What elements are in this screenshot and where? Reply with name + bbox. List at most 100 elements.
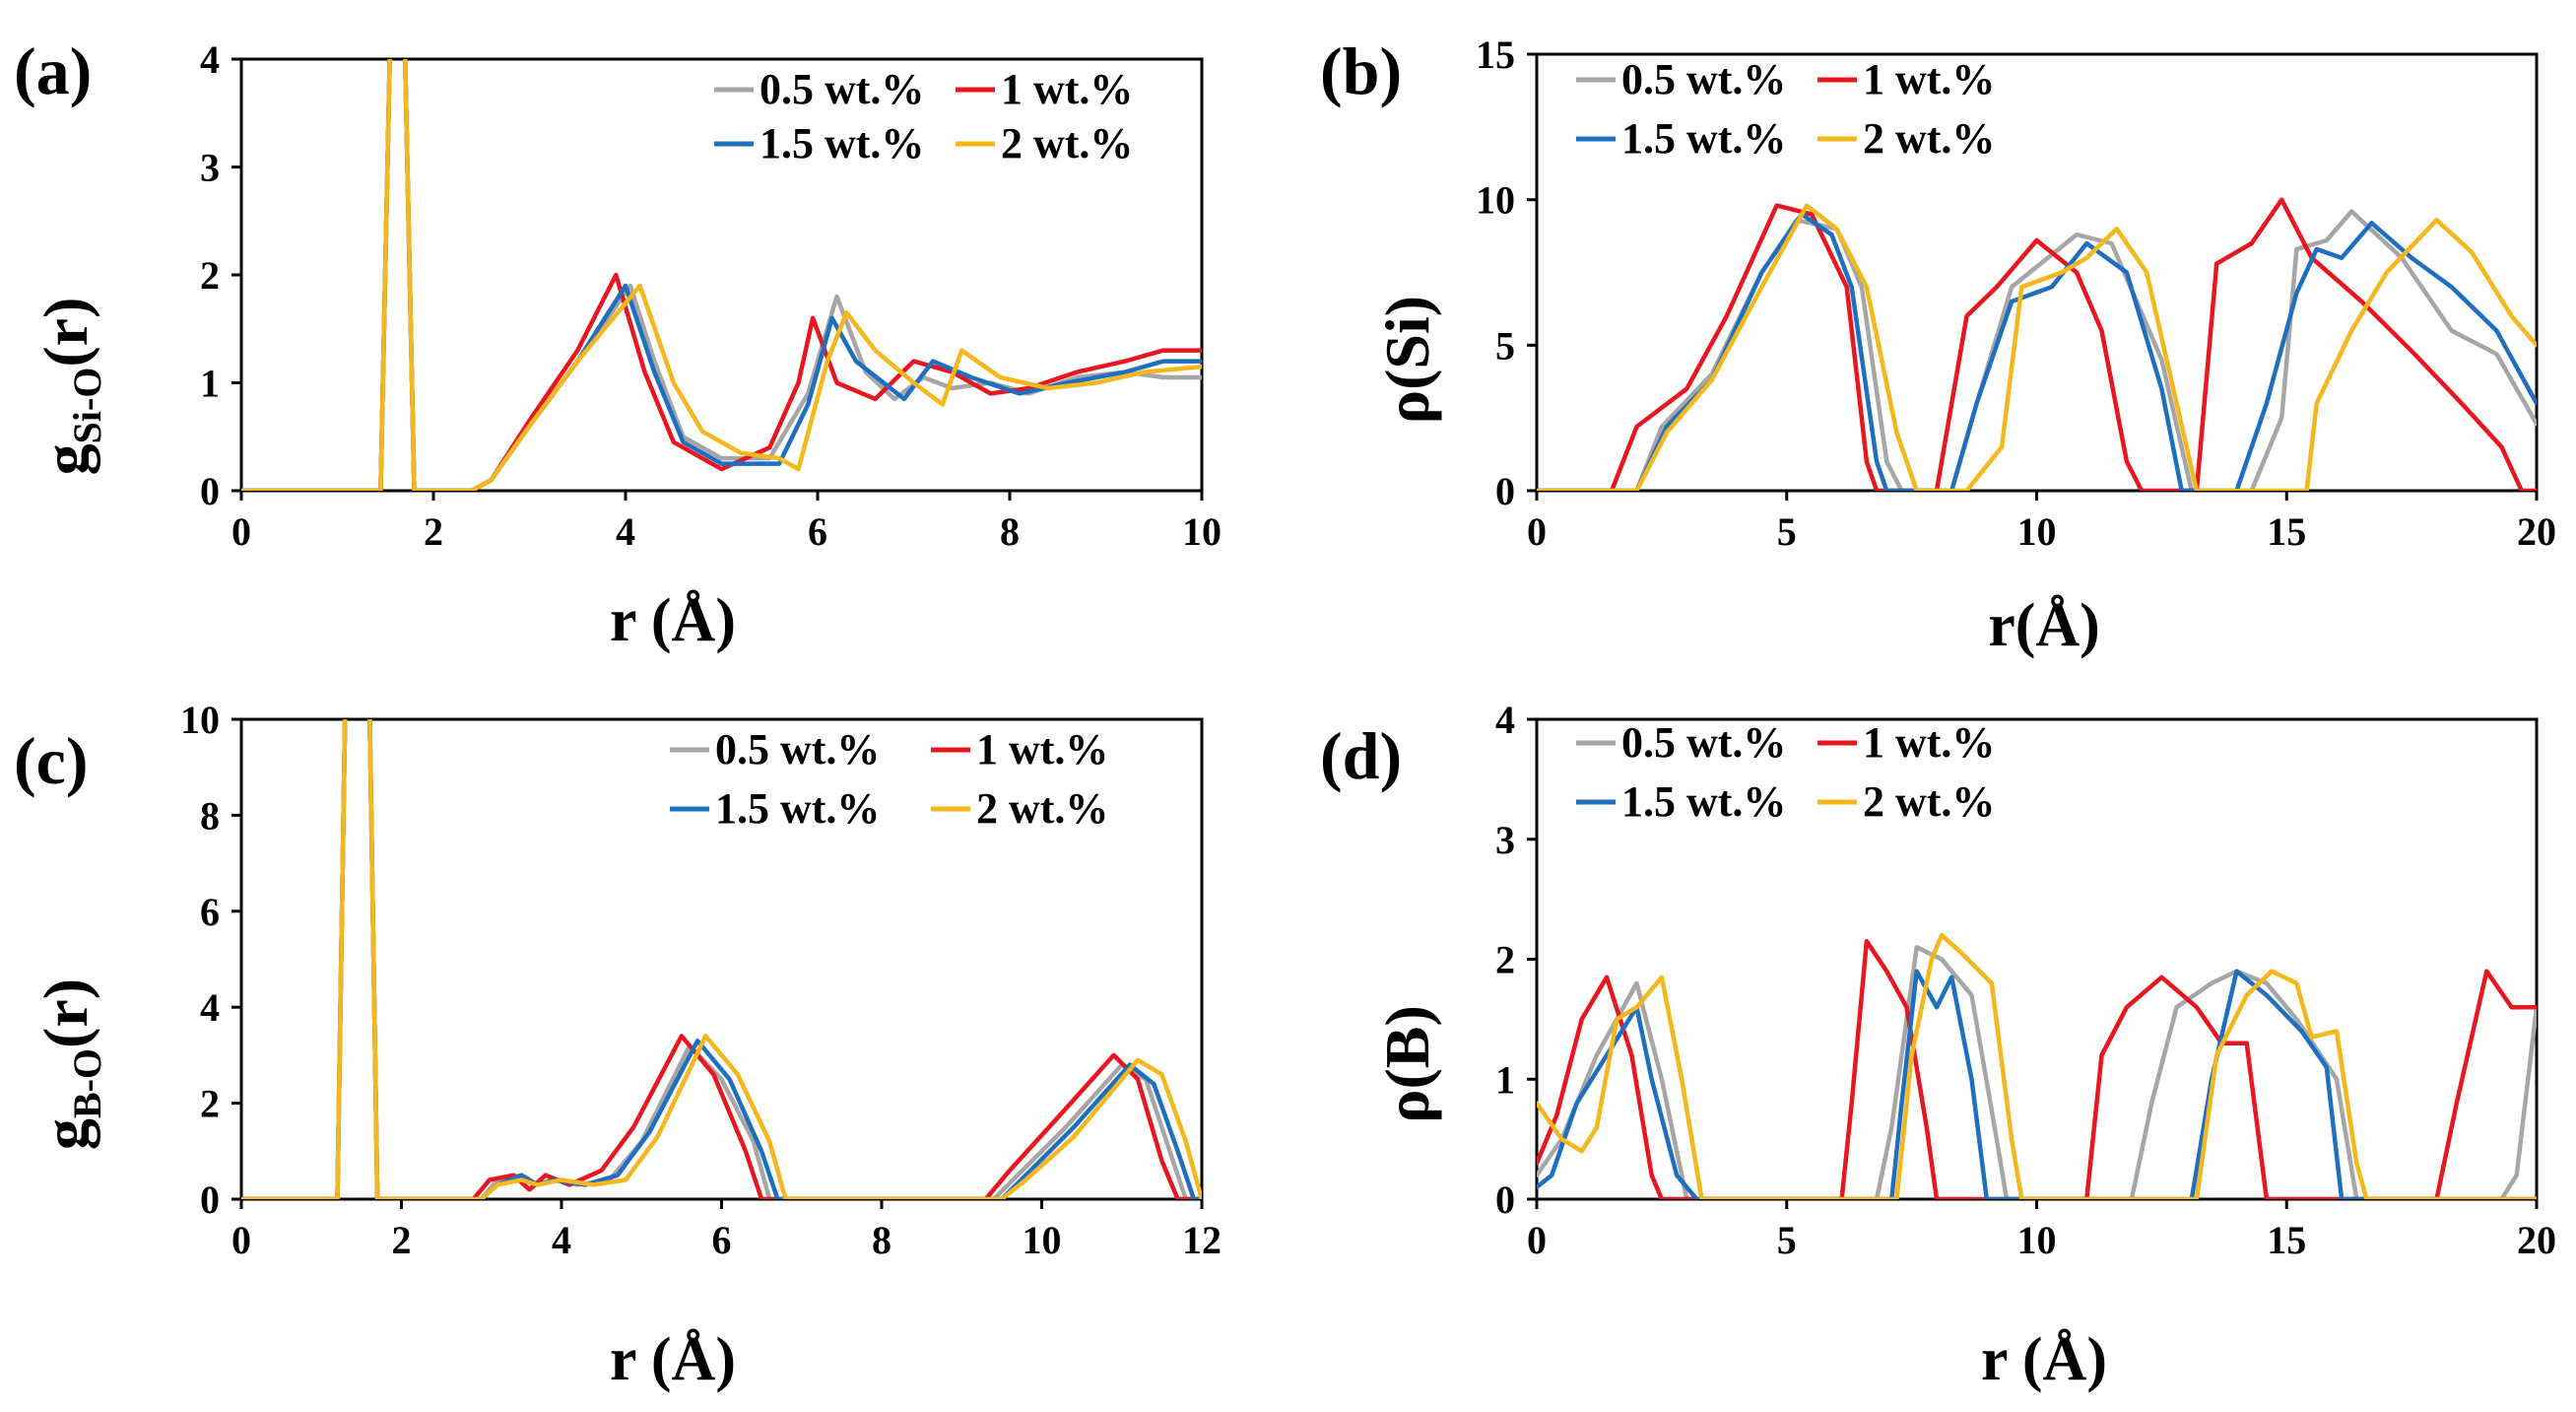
panel-a-plot-area: 0 2 4 6 8 10 0 1 2 3 4 0.5 wt.% 1 wt.% 1.5 wt.% 2 wt.% (200, 37, 1222, 554)
y-tick-label: 0 (1495, 469, 1515, 513)
panel-b-ylabel: ρ(Si) (1372, 296, 1442, 424)
legend-label: 2 wt.% (1863, 777, 1995, 826)
x-tick-label: 2 (392, 1218, 412, 1262)
panel-c-series-group (241, 719, 1202, 1199)
y-tick-label: 2 (200, 253, 220, 298)
y-tick-label: 4 (1495, 698, 1515, 742)
legend-label: 2 wt.% (1001, 119, 1133, 168)
panel-a-ylabel-tail: (r) (31, 298, 100, 368)
panel-d: 0 5 10 15 20 0 1 2 3 4 0.5 wt.% 1 wt.% 1.5 wt.% 2 wt.… (1320, 698, 2556, 1393)
panel-d-series-group (1537, 932, 2537, 1199)
panel-c-ylabel-main: g (31, 1118, 100, 1150)
panel-a-xlabel: r (Å) (610, 587, 736, 654)
series-line-1-wt (1537, 197, 2537, 491)
y-tick-label: 6 (200, 890, 220, 934)
panel-c-plot-area: 0 2 4 6 8 10 12 0 2 4 6 8 10 0.5 wt.% 1 wt.% 1.5 wt.% 2 … (180, 698, 1222, 1262)
panel-d-plot-area: 0 5 10 15 20 0 1 2 3 4 0.5 wt.% 1 wt.% 1.5 wt.% 2 wt.… (1495, 698, 2556, 1262)
y-tick-label: 4 (200, 37, 220, 82)
x-tick-label: 0 (231, 509, 251, 554)
legend-label: 0.5 wt.% (1621, 718, 1786, 767)
x-tick-label: 8 (1000, 509, 1020, 554)
y-tick-label: 0 (200, 1177, 220, 1222)
x-tick-label: 10 (1023, 1218, 1062, 1262)
x-tick-label: 10 (2017, 1218, 2057, 1262)
series-line-2-wt (1537, 203, 2537, 491)
panel-b-plot-area: 0 5 10 15 20 0 5 10 15 0.5 wt.% 1 wt.% 1.5 wt.% 2 wt… (1476, 33, 2556, 554)
series-line-2-wt (241, 59, 1202, 491)
x-tick-label: 10 (2017, 509, 2057, 554)
series-line-1-wt (1537, 938, 2537, 1199)
y-tick-label: 10 (1476, 178, 1515, 223)
legend-label: 0.5 wt.% (715, 725, 880, 773)
series-line-0-5-wt (1537, 945, 2537, 1199)
series-line-1-5-wt (241, 59, 1202, 491)
series-line-1-wt (241, 59, 1202, 491)
legend-label: 1 wt.% (1001, 65, 1133, 113)
panel-d-xlabel: r (Å) (1981, 1326, 2107, 1393)
x-tick-label: 0 (1527, 1218, 1547, 1262)
legend-label: 2 wt.% (976, 784, 1108, 833)
x-tick-label: 10 (1182, 509, 1222, 554)
x-tick-label: 5 (1777, 1218, 1797, 1262)
x-tick-label: 6 (712, 1218, 732, 1262)
y-tick-label: 10 (180, 698, 220, 742)
x-tick-label: 5 (1777, 509, 1797, 554)
series-line-1-5-wt (1537, 212, 2537, 491)
panel-c: 0 2 4 6 8 10 12 0 2 4 6 8 10 0.5 wt.% 1 wt.% 1.5 wt.% 2 … (14, 698, 1222, 1393)
legend-label: 1.5 wt.% (760, 119, 924, 168)
x-tick-label: 4 (616, 509, 635, 554)
panel-c-xlabel: r (Å) (610, 1326, 736, 1393)
x-tick-label: 15 (2267, 509, 2306, 554)
panel-b-series-group (1537, 197, 2537, 491)
panel-d-ylabel: ρ(B) (1372, 1005, 1442, 1123)
legend-label: 1.5 wt.% (1621, 114, 1786, 163)
panel-a-label: (a) (14, 34, 92, 108)
panel-a-ylabel: gSi-O(r) (31, 298, 109, 476)
panel-b-xlabel: r(Å) (1988, 592, 2100, 659)
panel-b: 0 5 10 15 20 0 5 10 15 0.5 wt.% 1 wt.% 1.5 wt.% 2 wt… (1320, 33, 2556, 659)
series-line-2-wt (1537, 932, 2537, 1199)
x-tick-label: 0 (231, 1218, 251, 1262)
x-tick-label: 12 (1182, 1218, 1222, 1262)
x-tick-label: 8 (872, 1218, 892, 1262)
panel-a: 0 2 4 6 8 10 0 1 2 3 4 0.5 wt.% 1 wt.% 1.5 wt.% 2 wt.%… (14, 34, 1222, 654)
y-tick-label: 2 (1495, 938, 1515, 982)
legend-label: 1 wt.% (976, 725, 1108, 773)
x-tick-label: 15 (2267, 1218, 2306, 1262)
panel-a-ylabel-main: g (31, 443, 100, 475)
y-tick-label: 1 (200, 362, 220, 406)
x-tick-label: 0 (1527, 509, 1547, 554)
legend-label: 1.5 wt.% (715, 784, 880, 833)
y-tick-label: 4 (200, 985, 220, 1030)
x-tick-label: 2 (424, 509, 443, 554)
legend-label: 2 wt.% (1863, 114, 1995, 163)
panel-c-ylabel: gB-O(r) (31, 978, 109, 1150)
x-tick-label: 20 (2517, 509, 2556, 554)
panel-d-label: (d) (1320, 718, 1402, 793)
y-tick-label: 2 (200, 1082, 220, 1126)
x-tick-label: 4 (552, 1218, 571, 1262)
y-tick-label: 15 (1476, 33, 1515, 77)
panel-c-label: (c) (14, 723, 88, 798)
y-tick-label: 1 (1495, 1057, 1515, 1102)
panel-c-ylabel-tail: (r) (31, 978, 100, 1048)
y-tick-label: 0 (200, 469, 220, 513)
series-line-1-5-wt (241, 719, 1202, 1199)
y-tick-label: 5 (1495, 323, 1515, 368)
series-line-2-wt (241, 719, 1202, 1199)
panel-a-series-group (241, 59, 1202, 491)
y-tick-label: 8 (200, 793, 220, 838)
legend-label: 1 wt.% (1863, 718, 1995, 767)
x-tick-label: 20 (2517, 1218, 2556, 1262)
panel-a-ylabel-sub: Si-O (65, 368, 109, 444)
y-tick-label: 3 (200, 146, 220, 190)
series-line-0-5-wt (1537, 209, 2537, 491)
legend-label: 1.5 wt.% (1621, 777, 1786, 826)
series-line-1-5-wt (1537, 969, 2537, 1199)
x-tick-label: 6 (808, 509, 827, 554)
panel-b-label: (b) (1320, 34, 1402, 108)
y-tick-label: 3 (1495, 818, 1515, 862)
panel-c-ylabel-sub: B-O (65, 1048, 109, 1118)
y-tick-label: 0 (1495, 1177, 1515, 1222)
